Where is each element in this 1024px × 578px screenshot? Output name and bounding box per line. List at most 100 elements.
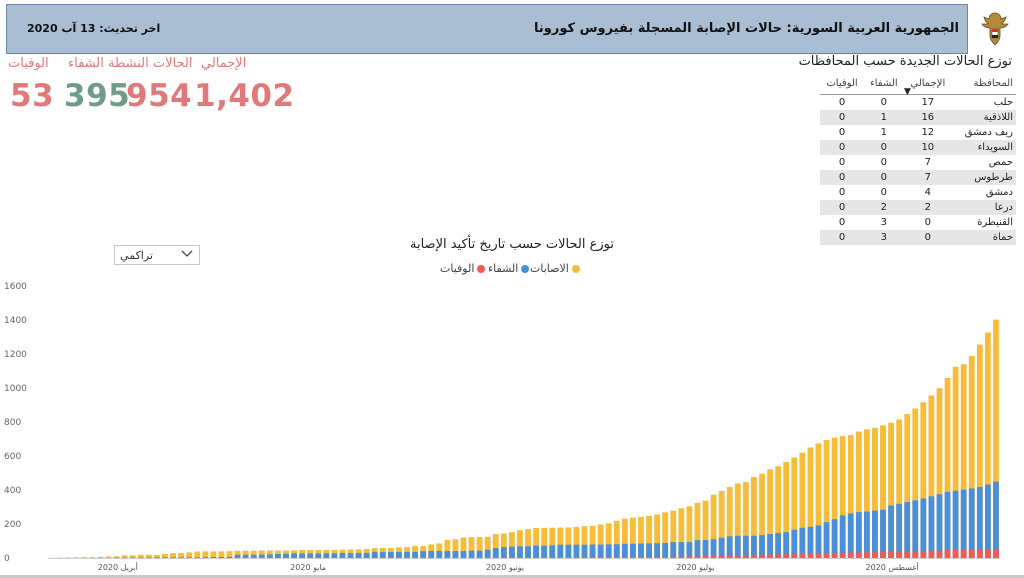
bar-cases[interactable] (872, 427, 878, 558)
bar-deaths[interactable] (920, 550, 927, 558)
bar-recovered[interactable] (275, 553, 281, 558)
bar-recovered[interactable] (613, 544, 620, 558)
bar-deaths[interactable] (508, 556, 515, 558)
bar-cases[interactable] (783, 462, 790, 558)
bar-recovered[interactable] (266, 554, 273, 558)
bar-recovered[interactable] (944, 491, 951, 558)
bar-cases[interactable] (266, 550, 273, 558)
bar-recovered[interactable] (565, 544, 572, 558)
bar-cases[interactable] (500, 533, 507, 558)
bar-recovered[interactable] (283, 553, 289, 558)
bar-recovered[interactable] (315, 553, 322, 558)
bar-recovered[interactable] (404, 551, 410, 558)
bar-deaths[interactable] (742, 555, 749, 558)
bar-deaths[interactable] (444, 557, 451, 558)
bar-deaths[interactable] (767, 554, 773, 558)
bar-recovered[interactable] (242, 554, 249, 558)
bar-deaths[interactable] (484, 557, 491, 558)
bar-deaths[interactable] (952, 550, 959, 558)
bar-deaths[interactable] (404, 557, 410, 558)
bar-deaths[interactable] (831, 552, 838, 558)
bar-recovered[interactable] (976, 486, 983, 558)
bar-deaths[interactable] (533, 556, 540, 558)
bar-recovered[interactable] (549, 545, 556, 558)
bar-cases[interactable] (678, 508, 685, 558)
bar-cases[interactable] (525, 529, 531, 558)
bar-deaths[interactable] (234, 557, 241, 558)
bar-recovered[interactable] (863, 511, 870, 558)
bar-deaths[interactable] (944, 550, 951, 558)
bar-recovered[interactable] (428, 551, 435, 558)
bar-deaths[interactable] (355, 557, 362, 558)
bar-cases[interactable] (944, 377, 951, 558)
bar-deaths[interactable] (258, 557, 265, 558)
bar-recovered[interactable] (468, 550, 475, 558)
bar-recovered[interactable] (662, 543, 669, 558)
table-row[interactable]: طرطوس 7 0 0 (820, 170, 1016, 185)
bar-deaths[interactable] (363, 557, 370, 558)
bar-cases[interactable] (137, 554, 144, 558)
bar-cases[interactable] (154, 554, 160, 558)
bar-recovered[interactable] (920, 498, 927, 559)
bar-deaths[interactable] (638, 556, 644, 558)
bar-cases[interactable] (444, 539, 451, 558)
bar-cases[interactable] (855, 431, 862, 558)
bar-recovered[interactable] (234, 554, 241, 558)
bar-recovered[interactable] (702, 539, 709, 558)
bar-recovered[interactable] (839, 515, 846, 558)
bar-cases[interactable] (517, 530, 523, 558)
bar-deaths[interactable] (694, 556, 701, 558)
bar-recovered[interactable] (250, 554, 257, 558)
bar-cases[interactable] (170, 553, 176, 558)
bar-recovered[interactable] (517, 546, 523, 558)
bar-recovered[interactable] (420, 551, 427, 558)
bar-recovered[interactable] (508, 546, 515, 558)
bar-cases[interactable] (976, 344, 983, 558)
bar-deaths[interactable] (678, 556, 685, 558)
bar-recovered[interactable] (299, 553, 306, 558)
table-row[interactable]: حماة 0 3 0 (820, 230, 1016, 245)
bar-recovered[interactable] (525, 546, 531, 558)
bar-recovered[interactable] (355, 552, 362, 558)
bar-deaths[interactable] (517, 556, 523, 558)
bar-recovered[interactable] (605, 544, 612, 558)
bar-deaths[interactable] (613, 556, 620, 558)
bar-recovered[interactable] (960, 489, 967, 558)
bar-cases[interactable] (718, 491, 725, 558)
bar-cases[interactable] (831, 437, 838, 558)
bar-deaths[interactable] (266, 557, 273, 558)
table-row[interactable]: ريف دمشق 12 1 0 (820, 125, 1016, 140)
bar-recovered[interactable] (460, 551, 467, 558)
bar-cases[interactable] (613, 520, 620, 558)
table-row[interactable]: درعا 2 2 0 (820, 200, 1016, 215)
bar-recovered[interactable] (751, 535, 757, 558)
bar-deaths[interactable] (597, 556, 604, 558)
bar-deaths[interactable] (726, 555, 733, 558)
bar-deaths[interactable] (896, 551, 903, 558)
bar-recovered[interactable] (823, 522, 830, 558)
bar-deaths[interactable] (541, 556, 548, 558)
bar-cases[interactable] (767, 469, 773, 558)
bar-deaths[interactable] (783, 554, 790, 558)
bar-deaths[interactable] (347, 557, 354, 558)
legend-item-cases[interactable]: الاصابات (530, 262, 580, 275)
bar-recovered[interactable] (831, 519, 838, 558)
bar-recovered[interactable] (363, 552, 370, 558)
bar-recovered[interactable] (492, 548, 499, 558)
bar-cases[interactable] (896, 419, 903, 558)
bar-cases[interactable] (186, 552, 193, 558)
bar-deaths[interactable] (299, 557, 306, 558)
bar-deaths[interactable] (880, 551, 886, 558)
bar-cases[interactable] (97, 556, 104, 558)
bar-cases[interactable] (508, 532, 515, 558)
bar-deaths[interactable] (573, 556, 580, 558)
bar-deaths[interactable] (331, 557, 338, 558)
bar-deaths[interactable] (630, 556, 636, 558)
bar-deaths[interactable] (710, 555, 717, 558)
bar-cases[interactable] (686, 506, 693, 558)
bar-recovered[interactable] (767, 534, 773, 558)
bar-cases[interactable] (694, 502, 701, 558)
bar-cases[interactable] (742, 482, 749, 558)
bar-deaths[interactable] (452, 557, 459, 558)
bar-cases[interactable] (952, 366, 959, 558)
